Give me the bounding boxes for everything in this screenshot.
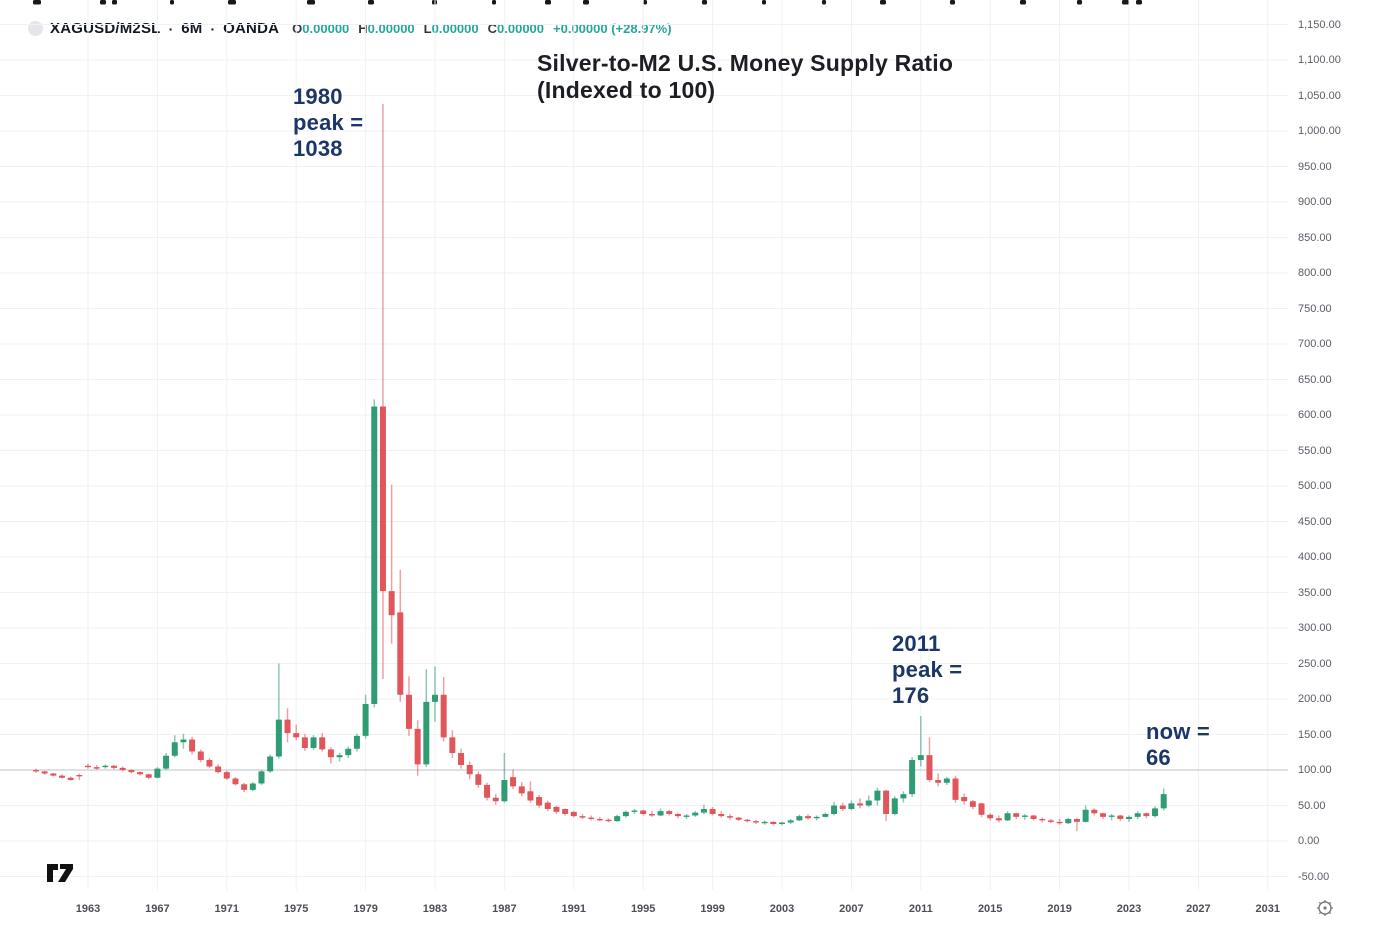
chart-title-line2: (Indexed to 100) [537,77,716,103]
time-axis-label: 1999 [700,903,725,915]
annotation-line: 176 [892,683,930,708]
price-axis-label: 700.00 [1298,338,1332,350]
price-axis-label: 500.00 [1298,480,1332,492]
price-axis-label: 900.00 [1298,196,1332,208]
annotation-line: 1980 [293,84,343,109]
axis-settings-gear-icon[interactable] [1316,899,1334,917]
time-axis[interactable]: 1963 1967 1971 1975 1979 1983 1987 1991 1995 1999… [0,890,1378,938]
time-axis-label: 1995 [630,903,656,915]
annotation-line: 2011 [892,631,941,656]
annotation-line: peak = [293,110,364,135]
price-axis-label: 350.00 [1298,586,1332,599]
price-axis-label: 200.00 [1298,693,1332,705]
tradingview-logo[interactable] [45,861,79,885]
price-axis-label: 950.00 [1298,160,1332,173]
time-axis-label: 1987 [492,903,517,915]
price-axis-label: 1,100.00 [1298,54,1341,66]
time-axis-label: 2003 [769,903,795,915]
time-axis-label: 2023 [1116,903,1142,915]
price-axis-label: 450.00 [1298,515,1332,528]
time-axis-label: 1975 [283,903,309,915]
price-axis-label: 1,050.00 [1298,89,1341,102]
time-axis-label: 1971 [214,903,240,915]
time-axis-label: 2007 [839,903,864,915]
annotation-line: 1038 [293,136,343,161]
annotation-1980-peak: 1980 peak = 1038 [293,84,363,162]
time-axis-label: 1983 [422,903,448,915]
cropped-text-fragments [33,0,1142,5]
time-axis-label: 1967 [145,903,170,915]
price-axis-label: 100.00 [1298,764,1332,776]
time-axis-label: 2019 [1047,903,1072,915]
time-axis-label: 2031 [1255,903,1281,915]
time-axis-label: 2015 [977,903,1003,915]
price-axis-label: 600.00 [1298,409,1332,421]
price-axis-label: 300.00 [1298,622,1332,634]
close-label: C [487,21,498,36]
annotation-now: now = 66 [1146,719,1210,771]
annotation-line: peak = [892,657,963,682]
time-axis-label: 2011 [908,903,933,915]
price-axis-label: 150.00 [1298,728,1332,741]
price-axis-label: 1,150.00 [1298,18,1341,31]
time-axis-label: 2027 [1186,903,1211,915]
price-axis-label: 550.00 [1298,444,1332,457]
price-axis-label: 850.00 [1298,231,1332,244]
price-axis-label: -50.00 [1298,870,1330,883]
annotation-2011-peak: 2011 peak = 176 [892,631,962,709]
time-axis-label: 1991 [561,903,587,915]
time-axis-label: 1963 [75,903,101,915]
price-axis-label: 400.00 [1298,551,1332,563]
price-axis-label: 250.00 [1298,657,1332,670]
chart-title-line1: Silver-to-M2 U.S. Money Supply Ratio [537,50,954,76]
price-axis-label: 800.00 [1298,267,1332,279]
annotation-line: 66 [1146,745,1171,770]
price-axis-label: 1,000.00 [1298,125,1341,137]
chart-title: Silver-to-M2 U.S. Money Supply Ratio (In… [537,50,953,104]
price-axis-label: 650.00 [1298,373,1332,386]
candlestick-chart-canvas[interactable] [0,0,1288,890]
time-axis-label: 1979 [353,903,378,915]
price-axis[interactable]: 1,150.00 1,100.00 1,050.00 1,000.00 950.00 90… [1288,0,1378,890]
low-label: L [423,21,432,36]
separator-dot: · [210,20,216,37]
high-label: H [358,21,368,36]
separator-dot: · [168,20,174,37]
price-axis-label: 750.00 [1298,302,1332,315]
price-axis-label: 50.00 [1298,799,1326,812]
open-label: O [292,21,303,36]
price-axis-label: 0.00 [1298,835,1320,847]
annotation-line: now = [1146,719,1210,744]
